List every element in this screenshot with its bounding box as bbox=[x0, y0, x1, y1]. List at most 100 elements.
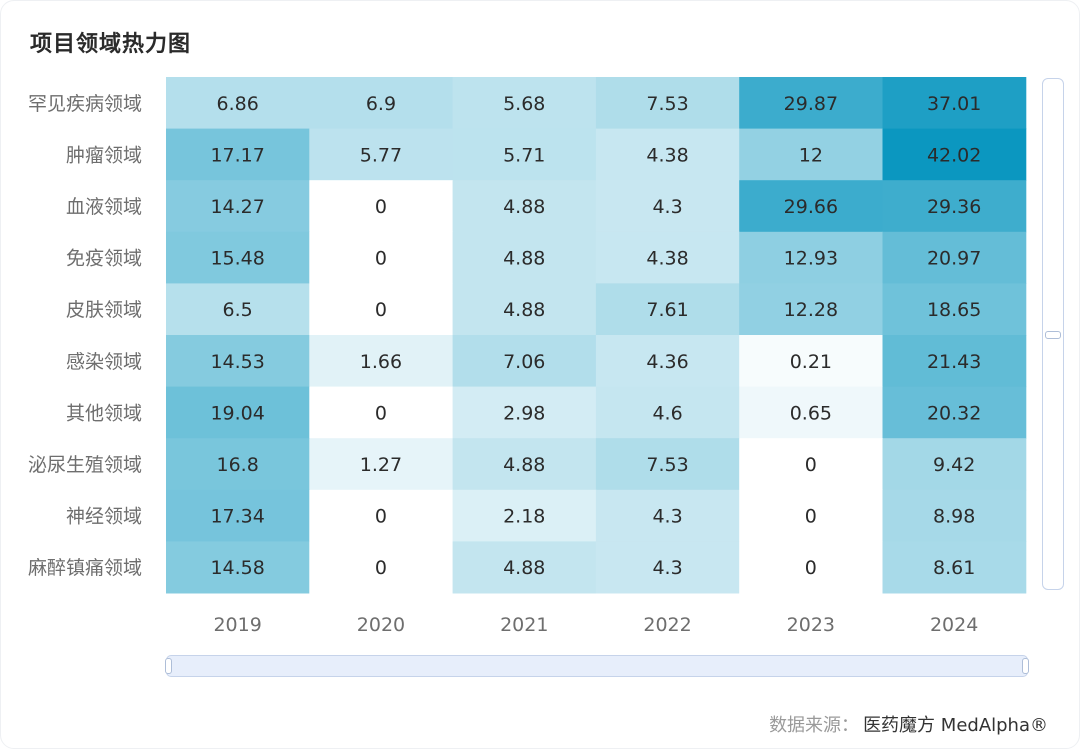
heatmap-cell bbox=[309, 386, 454, 439]
heatmap-cell bbox=[166, 283, 310, 336]
cell-value-label: 4.38 bbox=[646, 144, 688, 166]
heatmap-cell bbox=[166, 335, 310, 388]
data-source: 数据来源： 医药魔方 MedAlpha® bbox=[769, 711, 1048, 737]
cell-value-label: 18.65 bbox=[927, 299, 981, 321]
cell-value-label: 5.68 bbox=[503, 93, 545, 115]
heatmap-cell bbox=[739, 335, 883, 388]
heatmap-cell bbox=[309, 541, 454, 594]
heatmap-cell bbox=[739, 180, 883, 233]
cell-value-label: 2.98 bbox=[503, 402, 545, 424]
cell-value-label: 4.38 bbox=[646, 248, 688, 270]
vertical-zoom-handle[interactable] bbox=[1045, 331, 1061, 339]
heatmap-cell bbox=[595, 489, 740, 542]
cell-value-label: 12.28 bbox=[784, 299, 838, 321]
heatmap-cell bbox=[595, 541, 740, 594]
cell-value-label: 5.77 bbox=[360, 144, 402, 166]
heatmap-cell bbox=[882, 180, 1027, 233]
heatmap-cell bbox=[595, 438, 740, 491]
chart-title: 项目领域热力图 bbox=[30, 32, 192, 57]
cell-value-label: 29.66 bbox=[784, 196, 838, 218]
heatmap-cell bbox=[739, 386, 883, 439]
cell-value-label: 4.3 bbox=[652, 557, 682, 579]
heatmap-cell bbox=[882, 128, 1027, 181]
cell-value-label: 29.87 bbox=[784, 93, 838, 115]
horizontal-zoom-handle-start[interactable] bbox=[165, 658, 172, 674]
cell-value-label: 4.88 bbox=[503, 248, 545, 270]
cell-value-label: 4.88 bbox=[503, 454, 545, 476]
cell-value-label: 0 bbox=[375, 506, 387, 528]
y-axis-tick-label: 血液领域 bbox=[66, 196, 142, 218]
heatmap-cell bbox=[166, 180, 310, 233]
heatmap-cell bbox=[882, 231, 1027, 284]
cell-value-label: 0 bbox=[375, 248, 387, 270]
cell-value-label: 14.53 bbox=[210, 351, 264, 373]
y-axis-tick-label: 罕见疾病领域 bbox=[28, 93, 142, 115]
horizontal-zoom-slider[interactable] bbox=[165, 655, 1029, 677]
heatmap-cell bbox=[166, 386, 310, 439]
cell-value-label: 4.3 bbox=[652, 196, 682, 218]
cell-value-label: 17.34 bbox=[210, 506, 264, 528]
cell-value-label: 4.88 bbox=[503, 557, 545, 579]
cell-value-label: 15.48 bbox=[210, 248, 264, 270]
heatmap-cell bbox=[882, 335, 1027, 388]
heatmap-cell bbox=[452, 541, 597, 594]
y-axis-tick-label: 皮肤领域 bbox=[66, 299, 142, 321]
heatmap-cell bbox=[452, 128, 597, 181]
cell-value-label: 0 bbox=[805, 557, 817, 579]
vertical-zoom-slider[interactable] bbox=[1042, 78, 1064, 590]
heatmap-cell bbox=[882, 489, 1027, 542]
source-brand: 医药魔方 MedAlpha® bbox=[863, 715, 1048, 736]
heatmap-cell bbox=[882, 386, 1027, 439]
y-axis-tick-label: 感染领域 bbox=[66, 351, 142, 373]
heatmap-cell bbox=[739, 489, 883, 542]
cell-value-label: 4.88 bbox=[503, 196, 545, 218]
heatmap-cell bbox=[166, 128, 310, 181]
heatmap-cell bbox=[739, 128, 883, 181]
cell-value-label: 7.53 bbox=[646, 93, 688, 115]
heatmap-cell bbox=[309, 77, 454, 130]
heatmap-cell bbox=[739, 438, 883, 491]
x-axis-tick-label: 2024 bbox=[930, 614, 978, 636]
cell-value-label: 0 bbox=[375, 196, 387, 218]
heatmap-cell bbox=[452, 231, 597, 284]
cell-value-label: 19.04 bbox=[210, 402, 264, 424]
cell-value-label: 37.01 bbox=[927, 93, 981, 115]
cell-value-label: 0 bbox=[805, 506, 817, 528]
heatmap-cell bbox=[739, 283, 883, 336]
heatmap-cell bbox=[739, 77, 883, 130]
heatmap-cell bbox=[452, 283, 597, 336]
heatmap-cell bbox=[452, 335, 597, 388]
heatmap-cell bbox=[309, 335, 454, 388]
heatmap-cell bbox=[739, 231, 883, 284]
heatmap-cell bbox=[452, 77, 597, 130]
cell-value-label: 4.3 bbox=[652, 506, 682, 528]
heatmap-cell bbox=[166, 77, 310, 130]
heatmap-cell bbox=[882, 283, 1027, 336]
y-axis-tick-label: 免疫领域 bbox=[66, 248, 142, 270]
heatmap-cell bbox=[166, 438, 310, 491]
cell-value-label: 0 bbox=[375, 557, 387, 579]
heatmap-cell bbox=[309, 180, 454, 233]
heatmap-cell bbox=[166, 489, 310, 542]
cell-value-label: 21.43 bbox=[927, 351, 981, 373]
heatmap-cell bbox=[452, 386, 597, 439]
cell-value-label: 9.42 bbox=[933, 454, 975, 476]
cell-value-label: 6.86 bbox=[216, 93, 258, 115]
heatmap-cell bbox=[595, 180, 740, 233]
cell-value-label: 4.6 bbox=[652, 402, 682, 424]
heatmap-cell bbox=[309, 283, 454, 336]
heatmap-cell bbox=[595, 283, 740, 336]
heatmap-cell bbox=[309, 489, 454, 542]
cell-value-label: 42.02 bbox=[927, 144, 981, 166]
heatmap-cell bbox=[595, 335, 740, 388]
heatmap-cell bbox=[882, 438, 1027, 491]
source-label: 数据来源： bbox=[769, 715, 860, 736]
horizontal-zoom-handle-end[interactable] bbox=[1022, 658, 1029, 674]
heatmap-cell bbox=[452, 180, 597, 233]
cell-value-label: 8.61 bbox=[933, 557, 975, 579]
cell-value-label: 14.27 bbox=[210, 196, 264, 218]
heatmap-cell bbox=[452, 489, 597, 542]
y-axis-tick-label: 泌尿生殖领域 bbox=[28, 454, 142, 476]
cell-value-label: 0.21 bbox=[790, 351, 832, 373]
